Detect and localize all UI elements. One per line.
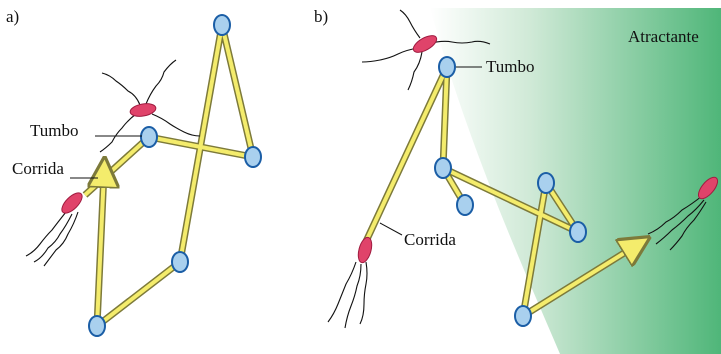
bacterium [129,102,157,118]
panel-label: b) [314,7,328,26]
attractant-label: Atractante [628,27,699,46]
tumble-label: Tumbo [30,121,79,140]
bacterium [411,32,440,55]
leader-line [380,223,402,235]
bacterium [59,190,86,217]
run-label: Corrida [404,230,456,249]
panel-label: a) [6,7,19,26]
run-label: Corrida [12,159,64,178]
tumble-label: Tumbo [486,57,535,76]
tracks-a [85,25,253,326]
nodes-a [89,15,261,336]
diagram: a) Tumbo Corrida b) Tumbo Corrida Atract… [0,0,721,354]
bacterium [356,236,374,264]
